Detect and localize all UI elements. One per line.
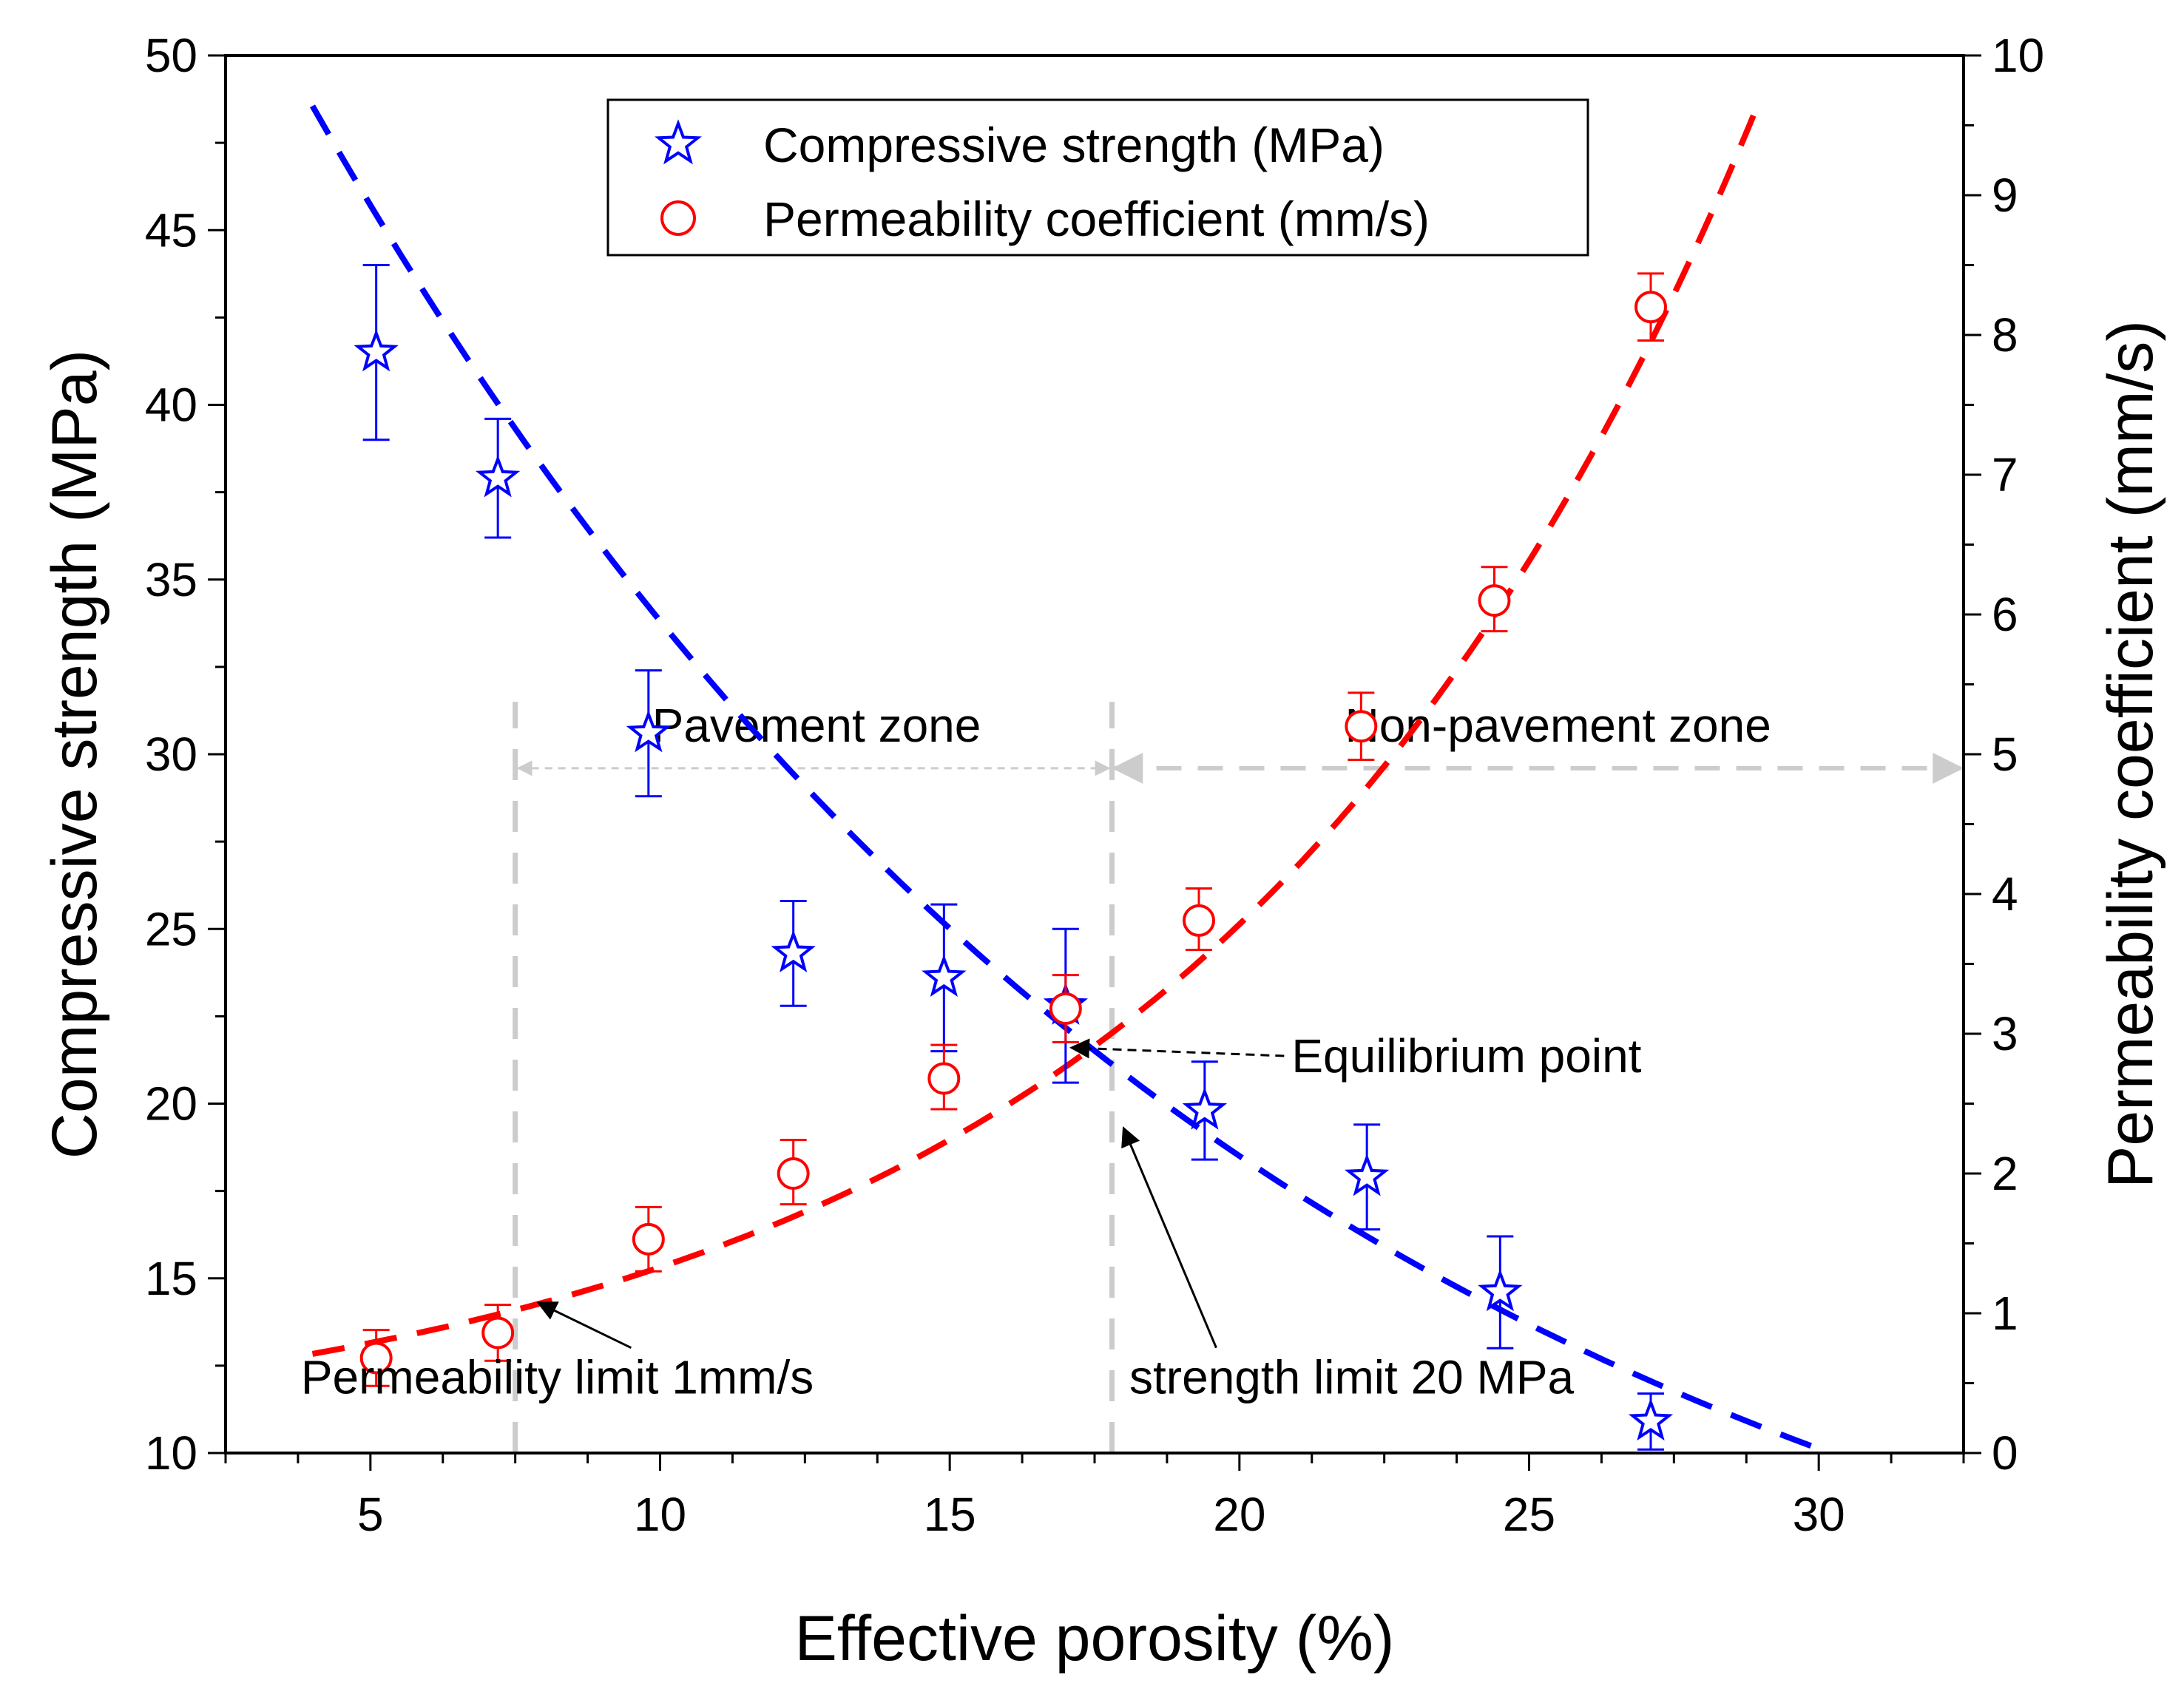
star-marker [1344,1154,1390,1196]
circle-marker [1634,291,1667,324]
permeability-point [1049,974,1082,1043]
star-marker [1628,1398,1674,1441]
y-right-tick-label: 9 [1992,169,2018,222]
y-right-tick-label: 8 [1992,308,2018,362]
x-tick-label: 25 [1503,1488,1555,1541]
legend-label: Permeability coefficient (mm/s) [763,192,1430,246]
y-right-tick-label: 3 [1992,1007,2018,1060]
fit-curves [310,96,1820,1452]
circle-marker [632,1222,665,1256]
y-left-tick-label: 30 [145,728,197,781]
annotation-arrow [536,1301,632,1349]
zone-layer: Pavement zone Non-pavement zone [513,699,1964,1453]
strength-point [1344,1123,1390,1231]
annotation-label: strength limit 20 MPa [1129,1351,1575,1404]
x-tick-label: 20 [1213,1488,1265,1541]
axes: 5 10 15 20 25 3010152025303540455001234567891… [145,29,2044,1541]
y-left-tick-label: 20 [145,1077,197,1131]
y-right-tick-label: 6 [1992,588,2018,641]
circle-marker [1049,992,1082,1025]
permeability-point [927,1043,961,1111]
star-marker [354,328,399,372]
circle-marker [1478,584,1511,617]
y-left-tick-label: 15 [145,1252,197,1305]
circle-marker [777,1157,810,1190]
annotations: Equilibrium point Permeability limit 1mm/… [301,1029,1642,1404]
permeability-point [1183,887,1215,952]
permeability-point [1345,691,1378,762]
annotation-arrow [1121,1126,1217,1349]
strength-point [922,903,967,1053]
x-axis-label: Effective porosity (%) [795,1603,1395,1674]
strength-point [354,264,399,441]
y-right-tick-label: 0 [1992,1426,2018,1480]
permeability-point [777,1139,810,1206]
permeability-point [632,1205,665,1273]
strength-point [626,669,672,798]
legend-items: Compressive strength (MPa) Permeability c… [654,118,1430,246]
y-left-tick-label: 50 [145,29,197,82]
y-right-tick-label: 4 [1992,867,2018,921]
x-tick-label: 10 [634,1488,686,1541]
star-marker [475,455,521,498]
legend-circle-icon [660,200,696,236]
y-right-tick-label: 5 [1992,728,2018,781]
y-left-tick-label: 35 [145,553,197,606]
star-marker [922,954,967,998]
non-pavement-zone-label: Non-pavement zone [1345,699,1771,752]
annotation-label: Permeability limit 1mm/s [301,1351,814,1404]
permeability-point [1478,566,1511,633]
permeability-fit-curve [311,96,1764,1357]
star-marker [1182,1087,1228,1130]
star-marker [771,929,816,973]
circle-marker [1183,904,1215,937]
y-left-tick-label: 10 [145,1426,197,1480]
plot-frame [224,54,1965,1455]
strength-point [1478,1235,1523,1349]
star-marker [626,709,672,753]
y-right-tick-label: 1 [1992,1287,2018,1340]
y-left-tick-label: 45 [145,203,197,257]
strength-point [1182,1060,1228,1161]
permeability-point [1634,272,1667,342]
circle-marker [481,1316,515,1349]
strength-point [771,899,816,1007]
pavement-zone-label: Pavement zone [652,699,981,752]
permeability-point [359,1329,393,1387]
x-tick-label: 15 [924,1488,976,1541]
strength-fit-curve [310,104,1820,1452]
y-left-tick-label: 40 [145,379,197,432]
circle-marker [927,1062,961,1095]
circle-marker [359,1341,393,1375]
circle-marker [1345,710,1378,743]
legend-box [606,98,1589,257]
legend-star-icon [654,119,703,165]
annotation-arrow [1069,1038,1285,1059]
y-right-tick-label: 2 [1992,1147,2018,1200]
y-left-tick-label: 25 [145,902,197,955]
legend: Compressive strength (MPa) Permeability c… [606,98,1589,257]
annotation-label: Equilibrium point [1291,1029,1641,1083]
data-points [354,264,1674,1451]
x-tick-label: 5 [357,1488,384,1541]
y-right-tick-label: 10 [1992,29,2044,82]
y-right-axis-label: Permeability coefficient (mm/s) [2095,320,2166,1188]
legend-label: Compressive strength (MPa) [763,118,1385,172]
star-marker [1478,1269,1523,1312]
strength-point [475,417,521,539]
y-left-axis-label: Compressive strength (MPa) [39,350,110,1159]
x-tick-label: 30 [1793,1488,1845,1541]
y-right-tick-label: 7 [1992,448,2018,501]
permeability-point [481,1304,515,1362]
strength-point [1628,1392,1674,1451]
